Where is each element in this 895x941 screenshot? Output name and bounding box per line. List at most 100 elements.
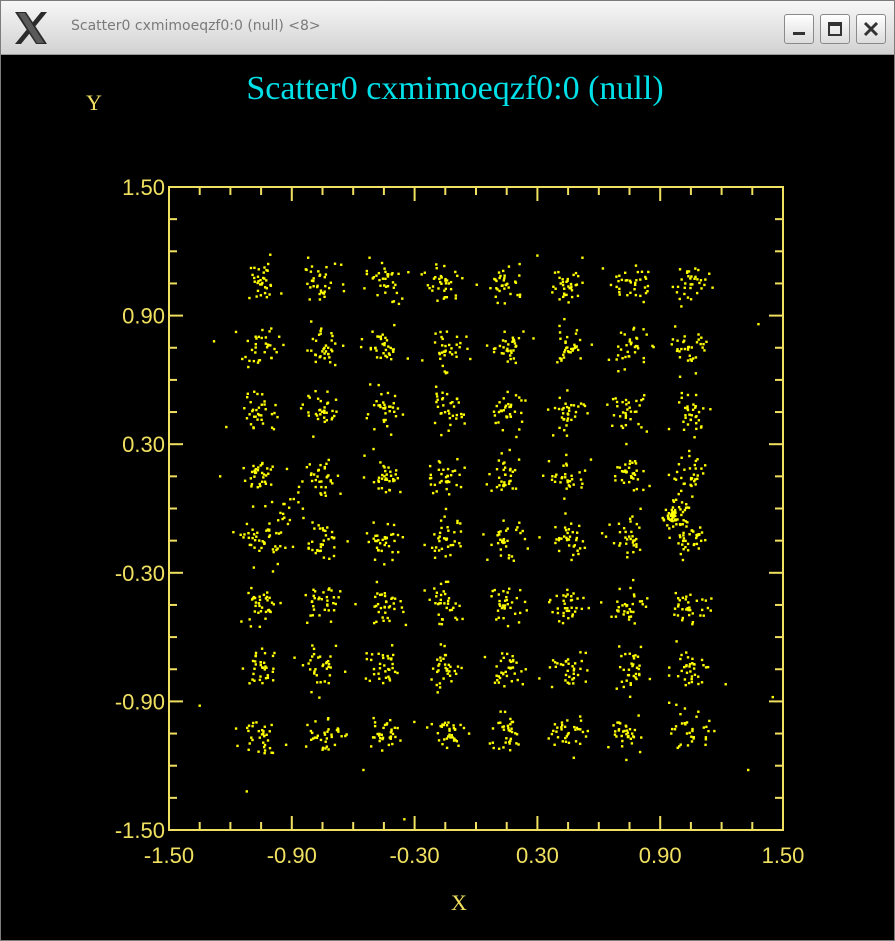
- maximize-button[interactable]: [820, 14, 850, 44]
- data-point: [566, 669, 569, 673]
- data-point: [696, 458, 699, 461]
- data-point: [251, 724, 254, 728]
- data-point: [634, 462, 638, 465]
- data-point: [312, 588, 315, 591]
- data-point: [621, 357, 624, 360]
- data-point: [670, 727, 674, 731]
- data-point: [517, 458, 521, 461]
- data-point: [632, 663, 635, 666]
- data-point: [636, 478, 640, 481]
- data-point: [627, 618, 631, 621]
- data-point: [377, 404, 380, 407]
- data-point: [365, 657, 369, 661]
- minimize-button[interactable]: [784, 14, 814, 44]
- data-point: [326, 659, 330, 663]
- data-point: [447, 493, 451, 496]
- data-point: [622, 668, 625, 672]
- data-point: [612, 724, 615, 727]
- data-point: [574, 271, 578, 275]
- data-point: [250, 483, 254, 486]
- data-point: [455, 343, 458, 346]
- data-point: [695, 542, 699, 546]
- data-point: [567, 409, 571, 412]
- data-point: [512, 357, 516, 360]
- data-point: [372, 447, 375, 451]
- data-point: [330, 733, 333, 736]
- data-point: [694, 415, 697, 419]
- data-point: [625, 542, 628, 545]
- data-point: [508, 354, 512, 357]
- data-point: [263, 751, 266, 755]
- data-point: [704, 738, 708, 741]
- data-point: [465, 335, 468, 338]
- data-point: [670, 508, 673, 512]
- data-point: [324, 344, 328, 347]
- data-point: [312, 737, 315, 740]
- data-point: [697, 410, 701, 414]
- data-point: [334, 398, 338, 401]
- data-point: [629, 410, 633, 413]
- data-point: [388, 679, 392, 682]
- data-point: [258, 549, 261, 553]
- data-point: [271, 670, 275, 673]
- data-point: [390, 533, 393, 536]
- data-point: [310, 349, 313, 352]
- data-point: [444, 537, 447, 541]
- data-point: [685, 664, 688, 667]
- title-bar[interactable]: Scatter0 cxmimoeqzf0:0 (null) <8>: [1, 1, 894, 55]
- data-point: [503, 274, 506, 277]
- data-point: [572, 592, 575, 595]
- data-point: [393, 394, 397, 398]
- data-point: [644, 277, 648, 280]
- data-point: [389, 731, 393, 734]
- data-point: [632, 654, 635, 658]
- data-point: [323, 295, 326, 299]
- data-point: [253, 539, 257, 542]
- data-point: [327, 609, 330, 612]
- x-tick-label: 0.30: [516, 843, 559, 868]
- data-point: [634, 281, 637, 285]
- data-point: [580, 486, 583, 489]
- data-point: [258, 539, 261, 542]
- data-point: [234, 727, 238, 730]
- data-point: [453, 469, 457, 472]
- data-point: [333, 262, 337, 265]
- data-point: [506, 347, 509, 351]
- data-point: [318, 527, 322, 530]
- data-point: [291, 545, 295, 549]
- data-point: [566, 607, 569, 610]
- data-point: [747, 768, 750, 772]
- data-point: [279, 544, 282, 548]
- data-point: [575, 606, 578, 610]
- data-point: [554, 665, 558, 669]
- data-point: [399, 739, 402, 742]
- data-point: [381, 342, 384, 346]
- data-point: [435, 395, 439, 398]
- data-point: [253, 280, 256, 283]
- data-point: [500, 480, 503, 483]
- data-point: [440, 411, 443, 415]
- data-point: [617, 606, 620, 609]
- data-point: [254, 415, 257, 418]
- data-point: [397, 272, 400, 276]
- data-point: [632, 610, 635, 614]
- data-point: [429, 483, 433, 486]
- data-point: [532, 337, 535, 340]
- data-point: [317, 270, 320, 273]
- data-point: [263, 542, 266, 546]
- data-point: [263, 480, 267, 483]
- data-point: [316, 417, 320, 421]
- data-point: [691, 357, 695, 360]
- data-point: [674, 498, 678, 501]
- data-point: [455, 740, 459, 743]
- data-point: [273, 411, 276, 415]
- x-tick-label: 1.50: [762, 843, 805, 868]
- data-point: [623, 610, 626, 613]
- data-point: [685, 271, 689, 274]
- data-point: [272, 550, 275, 554]
- data-point: [428, 286, 431, 290]
- data-point: [668, 666, 671, 669]
- data-point: [566, 481, 569, 484]
- close-button[interactable]: [856, 14, 886, 44]
- data-point: [566, 412, 569, 415]
